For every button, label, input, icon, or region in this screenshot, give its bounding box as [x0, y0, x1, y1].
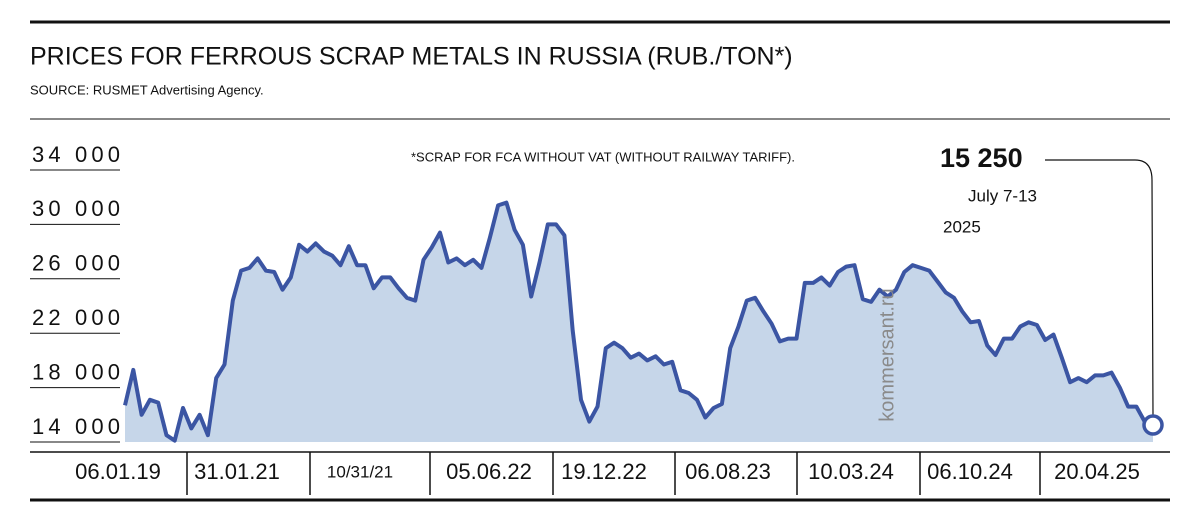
x-tick-label: 10.03.24: [808, 459, 894, 484]
y-tick-label: 18 000: [32, 359, 120, 384]
x-tick-label: 10/31/21: [327, 462, 393, 481]
chart-subtitle: SOURCE: RUSMET Advertising Agency.: [30, 82, 264, 97]
x-tick-label: 06.08.23: [685, 459, 771, 484]
y-tick-label: 26 000: [32, 251, 120, 276]
watermark: kommersant.ru: [876, 288, 898, 421]
area: [125, 202, 1153, 442]
y-tick-label: 34 000: [32, 142, 120, 167]
end-marker: [1142, 414, 1164, 436]
chart-title: PRICES FOR FERROUS SCRAP METALS IN RUSSI…: [30, 43, 793, 71]
annotation-value: 15 250: [940, 143, 1023, 173]
x-tick-label: 20.04.25: [1054, 459, 1140, 484]
annotation-line: 2025: [943, 217, 981, 236]
annotation-leader: [1045, 159, 1154, 416]
x-tick-label: 31.01.21: [194, 459, 280, 484]
y-tick-label: 30 000: [32, 196, 120, 221]
x-tick-label: 19.12.22: [561, 459, 647, 484]
x-tick-label: 06.01.19: [75, 459, 161, 484]
y-tick-label: 14 000: [32, 414, 120, 439]
y-tick-label: 22 000: [32, 305, 120, 330]
x-tick-label: 06.10.24: [927, 459, 1013, 484]
note: *SCRAP FOR FCA WITHOUT VAT (WITHOUT RAIL…: [411, 149, 795, 164]
x-tick-label: 05.06.22: [446, 459, 532, 484]
line: [123, 200, 1154, 443]
annotation-line: July 7-13: [968, 186, 1037, 205]
